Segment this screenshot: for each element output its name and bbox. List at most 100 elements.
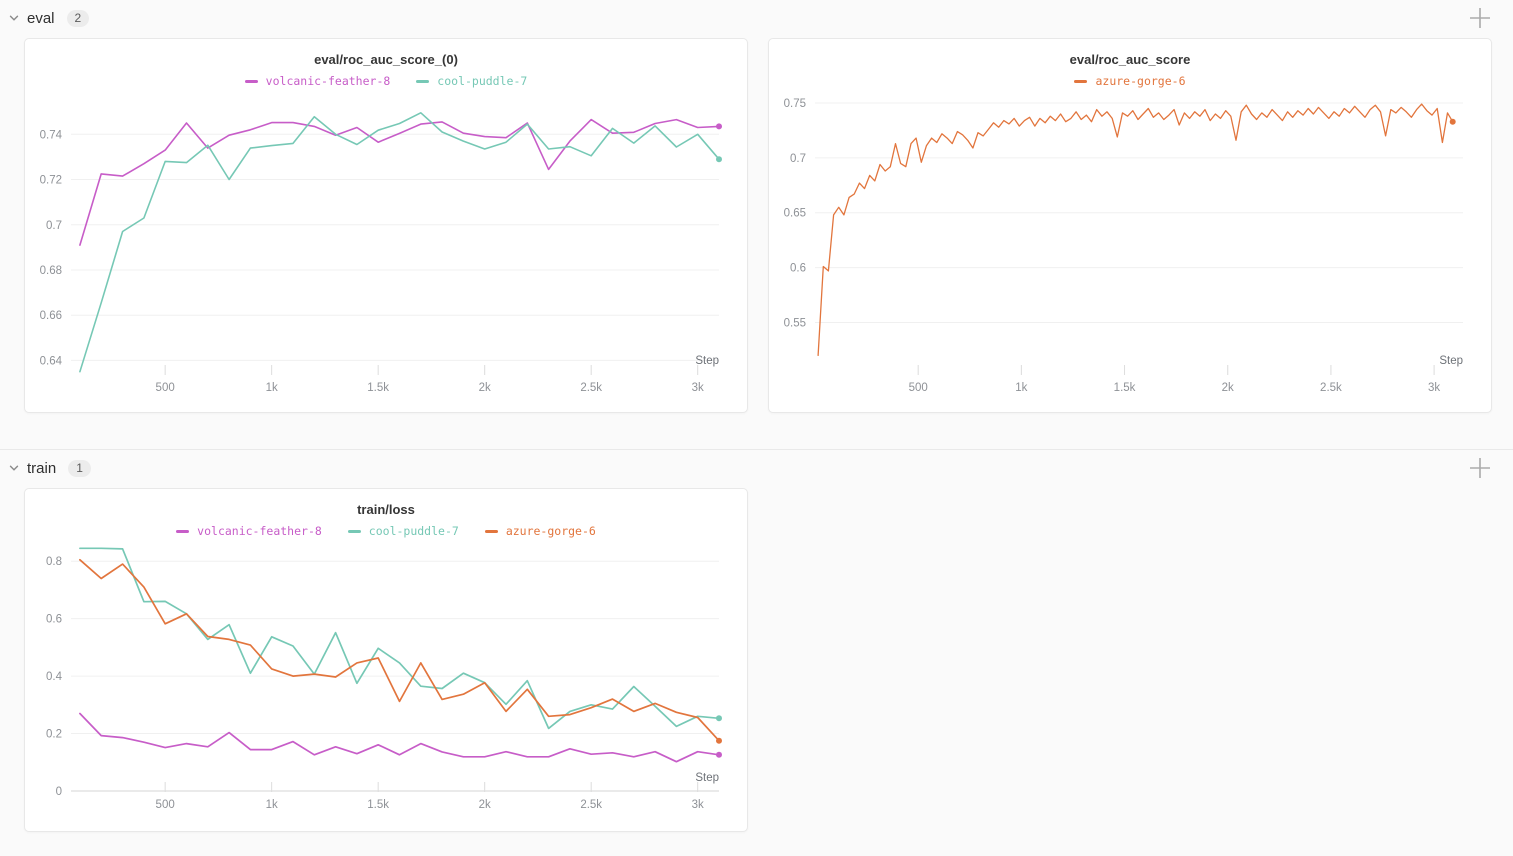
axis-labels: 0 0.2 0.4 0.6 0.8 500 1k 1.5k 2k 2.5k 3k Step: [46, 556, 719, 811]
x-tick-label: 1.5k: [367, 382, 389, 394]
legend-item-cool-puddle-7: cool-puddle-7: [416, 74, 527, 88]
section-train: train 1 train/loss volcanic-feather-8 coo…: [0, 449, 1513, 856]
series-line-azure-gorge-6: [79, 558, 720, 742]
x-tick-label: 1k: [266, 382, 278, 394]
series-end-dot-azure-gorge-6: [1449, 118, 1456, 125]
y-tick-label: 0.8: [46, 556, 62, 568]
y-tick-label: 0.55: [784, 317, 806, 329]
chart-plot[interactable]: 0.55 0.6 0.65 0.7 0.75 500 1k 1.5k 2k 2.5k 3k Step: [769, 89, 1491, 412]
x-tick-label: 1.5k: [1114, 382, 1136, 394]
y-tick-label: 0: [56, 786, 62, 798]
x-tick-label: 3k: [692, 799, 704, 811]
legend-run-name: volcanic-feather-8: [197, 524, 322, 538]
chart-title: eval/roc_auc_score: [1069, 52, 1191, 67]
y-tick-label: 0.68: [40, 265, 62, 277]
x-axis-title: Step: [1439, 355, 1463, 367]
series: [817, 103, 1456, 357]
axis-labels: 0.55 0.6 0.65 0.7 0.75 500 1k 1.5k 2k 2.5k 3k Step: [784, 98, 1463, 394]
series-end-dot-cool-puddle-7: [716, 715, 722, 722]
series-line-cool-puddle-7: [79, 111, 720, 373]
chart-legend: azure-gorge-6: [769, 73, 1491, 89]
x-tick-label: 500: [156, 382, 175, 394]
chart-panel-eval-roc-auc-score-0[interactable]: eval/roc_auc_score_(0) volcanic-feather-…: [24, 38, 748, 413]
chevron-down-icon: [8, 462, 20, 474]
plus-icon: [1467, 8, 1493, 34]
y-tick-label: 0.64: [40, 355, 63, 367]
y-tick-label: 0.7: [790, 153, 806, 165]
plus-icon: [1467, 458, 1493, 484]
chart-plot[interactable]: 0 0.2 0.4 0.6 0.8 500 1k 1.5k 2k 2.5k 3k Step: [25, 539, 747, 831]
chart-panel-eval-roc-auc-score[interactable]: eval/roc_auc_score azure-gorge-6 0.55 0.6…: [768, 38, 1492, 413]
panel-row-train: train/loss volcanic-feather-8 cool-puddle…: [0, 484, 1513, 856]
y-tick-label: 0.66: [40, 310, 62, 322]
y-tick-label: 0.72: [40, 175, 62, 187]
series-end-dot-azure-gorge-6: [716, 737, 722, 744]
x-tick-label: 3k: [1428, 382, 1440, 394]
series-end-dot-volcanic-feather-8: [716, 123, 722, 130]
legend-run-name: azure-gorge-6: [505, 524, 596, 538]
x-tick-label: 3k: [692, 382, 704, 394]
add-panel-button[interactable]: [1467, 455, 1493, 481]
series-end-dot-volcanic-feather-8: [716, 751, 722, 758]
x-tick-label: 500: [909, 382, 928, 394]
chart-legend: volcanic-feather-8 cool-puddle-7 azure-gor…: [25, 523, 747, 539]
chart-plot[interactable]: 0.64 0.66 0.68 0.7 0.72 0.74 500 1k 1.5k 2k 2.5k 3k…: [25, 89, 747, 412]
x-axis-title: Step: [695, 772, 719, 784]
y-tick-label: 0.75: [784, 98, 806, 110]
series-line-azure-gorge-6: [817, 103, 1454, 357]
panel-row-eval: eval/roc_auc_score_(0) volcanic-feather-…: [0, 34, 1513, 437]
y-tick-label: 0.6: [790, 263, 806, 275]
x-axis-title: Step: [695, 355, 719, 367]
chart-panel-train-loss[interactable]: train/loss volcanic-feather-8 cool-puddle…: [24, 488, 748, 832]
axis-labels: 0.64 0.66 0.68 0.7 0.72 0.74 500 1k 1.5k 2k 2.5k 3k…: [40, 129, 719, 394]
x-tick-label: 2.5k: [580, 382, 602, 394]
legend-swatch: [484, 529, 498, 533]
x-tick-label: 2k: [479, 799, 491, 811]
series: [79, 111, 722, 373]
series: [79, 547, 722, 763]
gridlines: [71, 133, 719, 375]
chevron-down-icon: [8, 12, 20, 24]
gridlines: [71, 560, 719, 792]
y-tick-label: 0.7: [46, 220, 62, 232]
legend-swatch: [176, 529, 190, 533]
legend-swatch: [416, 79, 430, 83]
gridlines: [815, 102, 1463, 375]
y-tick-label: 0.4: [46, 671, 63, 683]
legend-run-name: cool-puddle-7: [437, 74, 528, 88]
y-tick-label: 0.6: [46, 614, 62, 626]
series-end-dot-cool-puddle-7: [716, 156, 722, 163]
section-count-badge: 1: [68, 459, 91, 477]
x-tick-label: 1k: [1015, 382, 1027, 394]
section-label: train: [27, 459, 57, 477]
legend-item-azure-gorge-6: azure-gorge-6: [484, 524, 596, 538]
legend-run-name: volcanic-feather-8: [265, 74, 391, 88]
x-tick-label: 2k: [479, 382, 491, 394]
y-tick-label: 0.2: [46, 729, 62, 741]
legend-swatch: [244, 79, 258, 83]
section-count-badge: 2: [66, 9, 90, 27]
add-panel-button[interactable]: [1467, 5, 1493, 31]
legend-item-volcanic-feather-8: volcanic-feather-8: [176, 524, 322, 538]
chart-title: eval/roc_auc_score_(0): [314, 52, 458, 67]
legend-item-cool-puddle-7: cool-puddle-7: [347, 524, 459, 538]
legend-run-name: azure-gorge-6: [1095, 74, 1186, 88]
section-train-toggle[interactable]: train 1: [8, 459, 91, 477]
series-line-volcanic-feather-8: [79, 118, 720, 246]
section-label: eval: [27, 9, 55, 27]
x-tick-label: 2.5k: [1320, 382, 1342, 394]
x-tick-label: 2k: [1222, 382, 1234, 394]
chart-title: train/loss: [357, 502, 415, 517]
y-tick-label: 0.74: [40, 129, 63, 141]
legend-item-azure-gorge-6: azure-gorge-6: [1074, 74, 1186, 88]
y-tick-label: 0.65: [784, 208, 806, 220]
section-train-header: train 1: [0, 452, 1513, 484]
section-eval-toggle[interactable]: eval 2: [8, 9, 90, 27]
legend-swatch: [347, 529, 361, 533]
section-eval: eval 2 eval/roc_auc_score_(0) volcanic-f…: [0, 2, 1513, 437]
x-tick-label: 1k: [266, 799, 278, 811]
chart-legend: volcanic-feather-8 cool-puddle-7: [25, 73, 747, 89]
legend-item-volcanic-feather-8: volcanic-feather-8: [244, 74, 391, 88]
section-eval-header: eval 2: [0, 2, 1513, 34]
